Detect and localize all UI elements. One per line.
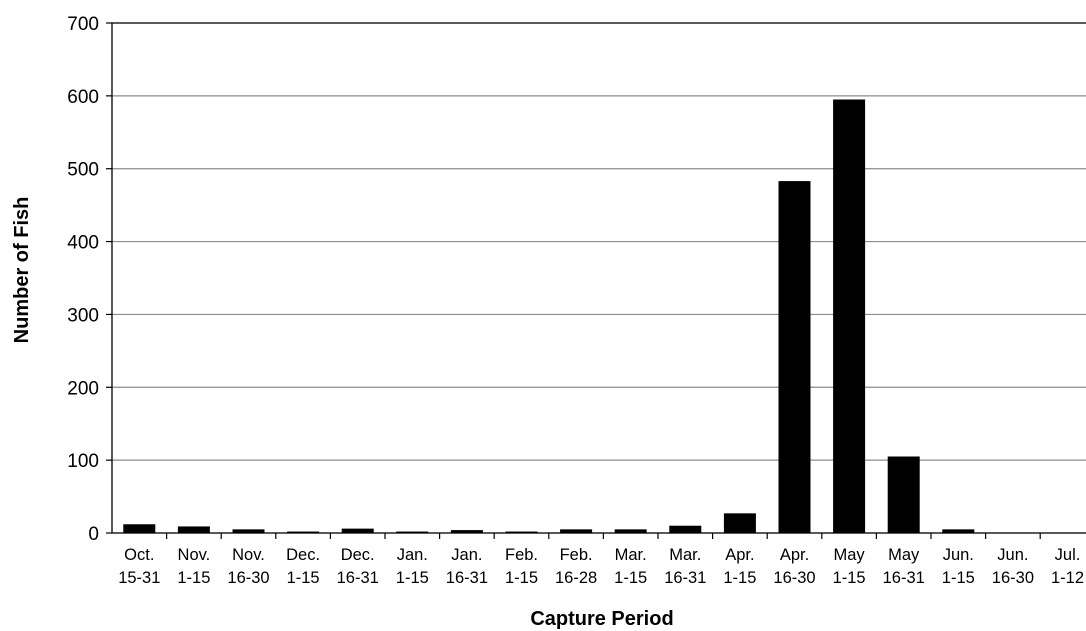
- x-tick-label: Feb.: [560, 546, 593, 564]
- bar: [396, 531, 429, 533]
- y-tick-label: 500: [67, 160, 99, 181]
- x-tick-label: 1-15: [177, 569, 210, 587]
- x-tick-label: 1-15: [505, 569, 538, 587]
- x-tick-label: Nov.: [178, 546, 211, 564]
- x-tick-label: Jun.: [943, 546, 974, 564]
- x-tick-label: May: [834, 546, 866, 564]
- bar: [614, 529, 647, 533]
- x-tick-label: Jan.: [451, 546, 482, 564]
- x-tick-label: Feb.: [505, 546, 538, 564]
- y-tick-label: 600: [67, 87, 99, 108]
- x-axis-title: Capture Period: [530, 608, 673, 630]
- y-tick-label: 0: [88, 524, 99, 545]
- x-tick-label: Dec.: [286, 546, 320, 564]
- bar: [723, 513, 756, 533]
- x-tick-label: Jun.: [997, 546, 1028, 564]
- x-tick-label: 1-15: [287, 569, 320, 587]
- x-tick-label: 16-31: [883, 569, 925, 587]
- x-tick-label: Nov.: [232, 546, 265, 564]
- bar: [669, 525, 702, 533]
- x-tick-label: 1-15: [723, 569, 756, 587]
- x-tick-label: 1-15: [942, 569, 975, 587]
- y-tick-label: 700: [67, 14, 99, 35]
- x-tick-label: 1-15: [833, 569, 866, 587]
- x-tick-label: Mar.: [615, 546, 647, 564]
- y-tick-label: 400: [67, 233, 99, 254]
- x-tick-label: 16-31: [337, 569, 379, 587]
- x-tick-label: 16-30: [773, 569, 815, 587]
- plot-area-frame: [111, 22, 1086, 534]
- y-axis-ticks: 0 100 200 300 400 500 600 700: [67, 14, 112, 545]
- x-tick-label: 16-31: [664, 569, 706, 587]
- bar: [123, 524, 156, 533]
- x-tick-label: 16-31: [446, 569, 488, 587]
- x-tick-label: Mar.: [669, 546, 701, 564]
- x-tick-label: Oct.: [124, 546, 154, 564]
- x-tick-label: 1-15: [614, 569, 647, 587]
- bar: [287, 531, 320, 533]
- bar: [560, 529, 593, 533]
- bar: [942, 529, 975, 533]
- x-tick-label: 16-30: [227, 569, 269, 587]
- bar: [450, 530, 483, 533]
- bar: [887, 456, 920, 533]
- gridlines: [112, 95, 1086, 461]
- y-tick-label: 300: [67, 305, 99, 326]
- bar: [505, 531, 538, 533]
- y-tick-label: 200: [67, 378, 99, 399]
- bar: [778, 181, 811, 533]
- x-tick-label: Apr.: [780, 546, 809, 564]
- x-tick-label: 1-12: [1051, 569, 1084, 587]
- x-tick-label: 16-30: [992, 569, 1034, 587]
- y-axis-title: Number of Fish: [11, 197, 33, 344]
- x-tick-label: 15-31: [118, 569, 160, 587]
- y-tick-label: 100: [67, 451, 99, 472]
- bar: [232, 529, 265, 533]
- x-tick-label: 16-28: [555, 569, 597, 587]
- bar: [833, 99, 866, 533]
- bar: [341, 528, 374, 533]
- x-tick-label: Jul.: [1055, 546, 1081, 564]
- x-tick-label: 1-15: [396, 569, 429, 587]
- x-tick-label: Jan.: [397, 546, 428, 564]
- bar: [177, 526, 210, 533]
- x-tick-label: May: [888, 546, 920, 564]
- x-tick-label: Apr.: [725, 546, 754, 564]
- x-tick-label: Dec.: [341, 546, 375, 564]
- bars: [123, 99, 975, 533]
- x-axis-categories: Oct. 15-31 Nov. 1-15 Nov. 16-30 Dec. 1-15 Dec. 16…: [118, 533, 1084, 587]
